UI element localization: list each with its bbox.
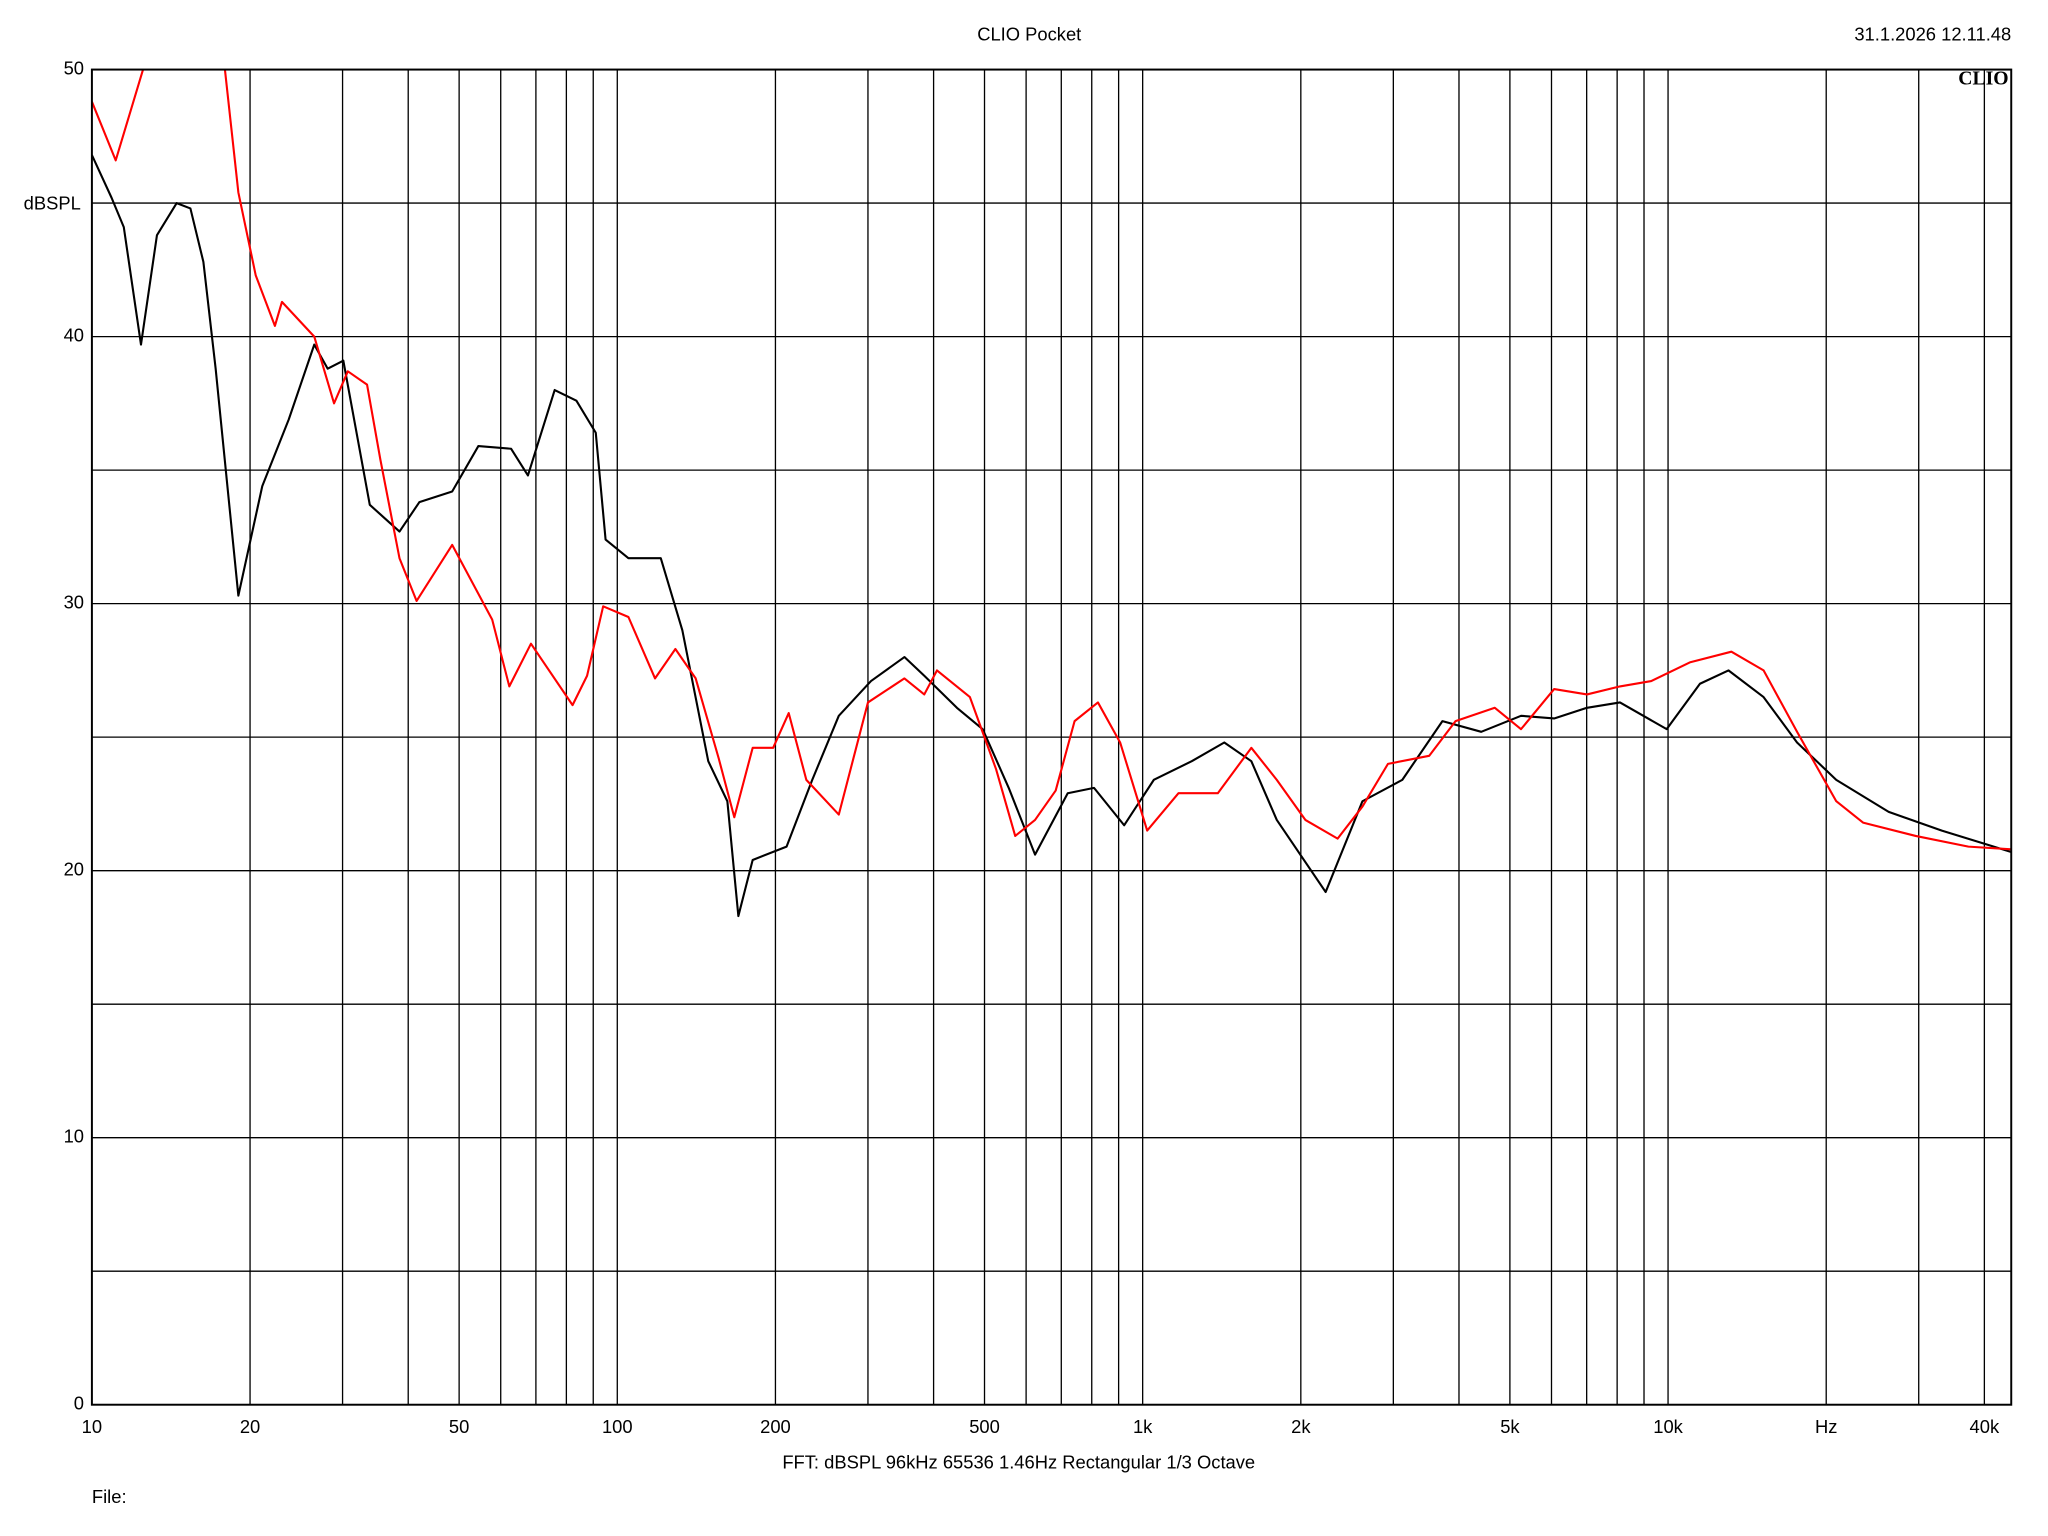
x-tick-label: 50 [449,1416,469,1437]
y-tick-label: 0 [74,1393,84,1414]
x-tick-label: 40k [1970,1416,2000,1437]
y-tick-label: 20 [64,859,84,880]
x-tick-label: Hz [1815,1416,1837,1437]
plot-frame [90,68,2013,1406]
x-tick-label: 100 [602,1416,633,1437]
y-axis-label: dBSPL [24,193,81,214]
y-tick-label: 50 [64,57,84,78]
x-tick-label: 2k [1291,1416,1311,1437]
y-tick-label: 40 [64,324,84,345]
y-tick-label: 10 [64,1126,84,1147]
x-tick-label: 10k [1653,1416,1683,1437]
x-tick-label: 5k [1500,1416,1520,1437]
plot-lines [91,69,2012,918]
x-tick-label: 10 [82,1416,102,1437]
chart-title: CLIO Pocket [977,23,1081,44]
x-tick-label: 500 [969,1416,1000,1437]
logo: CLIO [1958,68,2008,90]
y-tick-label: 30 [64,591,84,612]
timestamp: 31.1.2026 12.11.48 [1854,23,2011,44]
x-tick-label: 1k [1133,1416,1153,1437]
file-label: File: [92,1486,127,1507]
x-tick-label: 20 [240,1416,260,1437]
footer: FFT: dBSPL 96kHz 65536 1.46Hz Rectangula… [782,1452,1255,1473]
series-line [91,154,2012,918]
x-tick-label: 200 [760,1416,791,1437]
series-line [91,69,2012,851]
